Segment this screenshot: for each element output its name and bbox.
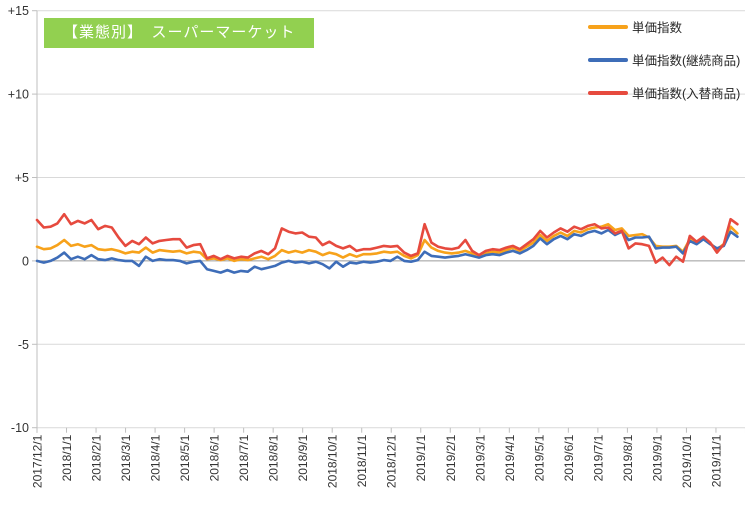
x-tick-label: 2017/12/1 (31, 434, 45, 488)
legend-item: 単価指数(入替商品) (588, 76, 740, 109)
x-tick-label: 2018/12/1 (385, 434, 399, 488)
x-tick-label: 2018/8/1 (267, 434, 281, 481)
y-tick-label: -5 (18, 338, 29, 352)
legend-item: 単価指数(継続商品) (588, 43, 740, 76)
legend-item-label: 単価指数 (632, 21, 683, 35)
x-tick-label: 2018/10/1 (326, 434, 340, 488)
x-tick-label: 2019/11/1 (709, 434, 723, 487)
chart-title: 【業態別】 スーパーマーケット (44, 18, 315, 48)
x-tick-label: 2018/1/1 (60, 434, 74, 481)
x-tick-label: 2019/3/1 (473, 434, 487, 481)
x-tick-label: 2019/5/1 (532, 434, 546, 481)
series-line-replacement-items (35, 212, 739, 267)
y-tick-label: 0 (22, 254, 29, 268)
x-tick-label: 2018/4/1 (149, 434, 163, 481)
y-tick-label: +10 (8, 88, 29, 102)
x-tick-label: 2018/5/1 (178, 434, 192, 481)
y-tick-label: +5 (15, 171, 29, 185)
x-tick-label: 2018/7/1 (237, 434, 251, 481)
y-tick-label: -10 (11, 421, 29, 435)
x-tick-label: 2019/10/1 (680, 434, 694, 488)
x-tick-label: 2019/2/1 (444, 434, 458, 481)
y-tick-label: +15 (8, 4, 29, 18)
x-tick-label: 2018/3/1 (119, 434, 133, 481)
x-tick-label: 2019/8/1 (621, 434, 635, 481)
x-tick-label: 2018/6/1 (208, 434, 222, 481)
legend-item-label: 単価指数(継続商品) (632, 54, 741, 68)
legend-item-label: 単価指数(入替商品) (632, 87, 741, 101)
x-tick-label: 2019/9/1 (650, 434, 664, 481)
x-tick-label: 2019/7/1 (591, 434, 605, 481)
legend-item: 単価指数 (588, 10, 740, 43)
x-tick-label: 2018/11/1 (355, 434, 369, 487)
x-tick-label: 2019/1/1 (414, 434, 428, 481)
legend-line-swatch-orange (588, 24, 628, 29)
x-tick-label: 2018/9/1 (296, 434, 310, 481)
legend: 単価指数 単価指数(継続商品) 単価指数(入替商品) (588, 10, 740, 109)
legend-line-swatch-blue (588, 57, 628, 62)
x-tick-label: 2018/2/1 (90, 434, 104, 481)
legend-line-swatch-red (588, 90, 628, 95)
x-tick-label: 2019/6/1 (562, 434, 576, 481)
x-tick-label: 2019/4/1 (503, 434, 517, 481)
series-line-unit-price-index (35, 222, 739, 263)
